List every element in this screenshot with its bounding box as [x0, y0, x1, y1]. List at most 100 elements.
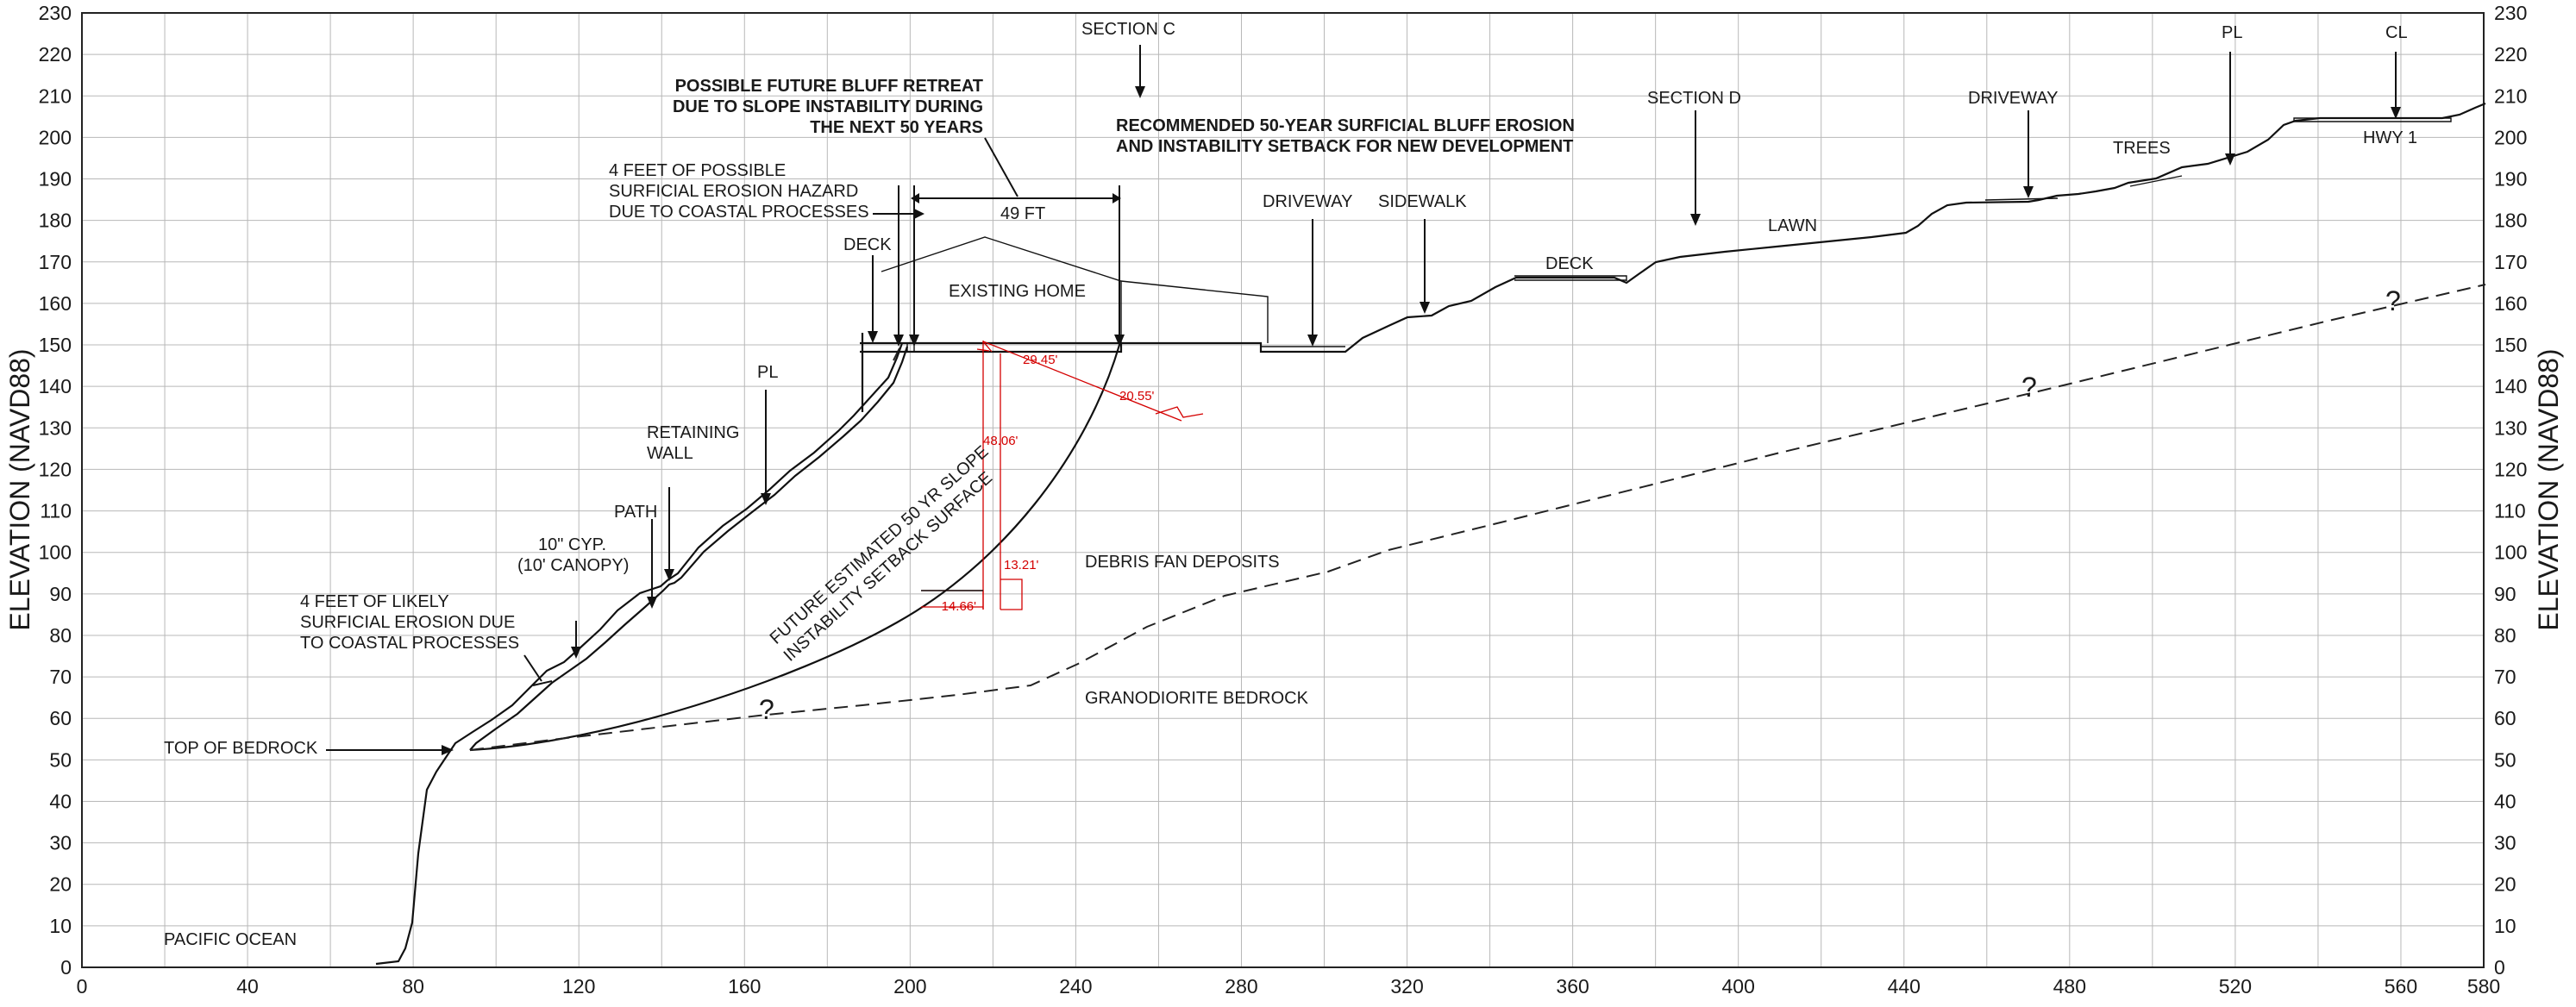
y-tick-label-left: 100	[39, 541, 72, 564]
y-tick-label-right: 10	[2494, 915, 2516, 937]
leader-arrows	[326, 45, 2401, 755]
y-tick-label-left: 190	[39, 168, 72, 191]
top-of-bedrock-label: TOP OF BEDROCK	[164, 739, 318, 758]
x-tick-label: 560	[2385, 975, 2417, 998]
property-line-left: PL	[757, 363, 778, 382]
y-tick-label-left: 160	[39, 292, 72, 315]
possible-hazard-line-1: 4 FEET OF POSSIBLE	[609, 161, 786, 180]
x-tick-label: 520	[2219, 975, 2252, 998]
y-tick-label-right: 170	[2494, 251, 2527, 273]
likely-erosion-line-2: SURFICIAL EROSION DUE	[300, 613, 515, 632]
possible-hazard-line-2: SURFICIAL EROSION HAZARD	[609, 182, 858, 201]
y-tick-label-right: 140	[2494, 375, 2527, 397]
y-tick-label-right: 190	[2494, 168, 2527, 191]
x-tick-label: 200	[893, 975, 926, 998]
y-tick-label-left: 10	[49, 915, 72, 937]
deck-posts-small	[906, 343, 915, 352]
deck-right-label: DECK	[1545, 254, 1594, 273]
likely-erosion-line-1: 4 FEET OF LIKELY	[300, 592, 449, 611]
y-tick-label-right: 200	[2494, 126, 2527, 148]
y-tick-label-left: 170	[39, 251, 72, 273]
bluff-profile-inner	[469, 346, 909, 751]
y-tick-label-right: 90	[2494, 583, 2516, 605]
y-tick-label-left: 210	[39, 84, 72, 107]
question-mark-2: ?	[2021, 372, 2037, 403]
top-of-bedrock-line	[469, 284, 2486, 751]
existing-home-label: EXISTING HOME	[949, 282, 1086, 301]
dimension-29-45: 29.45'	[1023, 353, 1058, 367]
dimension-48-06: 48.06'	[983, 434, 1018, 448]
retreat-title-line-3: THE NEXT 50 YEARS	[810, 118, 983, 137]
setback-title-line-1: RECOMMENDED 50-YEAR SURFICIAL BLUFF EROS…	[1116, 116, 1575, 135]
x-tick-label: 320	[1390, 975, 1423, 998]
y-tick-label-left: 70	[49, 666, 72, 688]
y-tick-label-left: 40	[49, 790, 72, 812]
x-tick-label: 80	[402, 975, 424, 998]
question-mark-3: ?	[2385, 285, 2401, 316]
property-line-right: PL	[2222, 23, 2242, 42]
y-tick-label-left: 120	[39, 458, 72, 480]
driveway-right-label: DRIVEWAY	[1968, 89, 2058, 108]
deck-platform	[860, 341, 1123, 353]
retaining-wall-line-1: RETAINING	[647, 423, 739, 442]
future-slope-surface	[469, 344, 1121, 752]
driveway-mid-label: DRIVEWAY	[1263, 192, 1352, 211]
deck-left-label: DECK	[843, 235, 892, 254]
y-axis-ticks-left: 0 10 20 30 40 50 60 70 80 90 100 110 120 130 140 150 160…	[39, 2, 72, 979]
x-tick-label: 440	[1888, 975, 1921, 998]
dimension-49ft: 49 FT	[1000, 204, 1045, 223]
y-tick-label-left: 180	[39, 210, 72, 232]
y-tick-label-left: 220	[39, 43, 72, 66]
y-tick-label-left: 110	[40, 500, 72, 522]
hwy1-slab	[2293, 117, 2452, 122]
y-tick-label-right: 60	[2494, 707, 2516, 729]
x-tick-label: 480	[2053, 975, 2086, 998]
y-tick-label-left: 140	[39, 375, 72, 397]
x-tick-label: 120	[562, 975, 595, 998]
bluff-profile-outer	[375, 342, 904, 966]
plot-frame	[81, 12, 2485, 968]
dimension-13-21: 13.21'	[1004, 558, 1039, 572]
y-tick-label-left: 0	[60, 956, 72, 979]
y-tick-label-right: 70	[2494, 666, 2516, 688]
y-tick-label-left: 20	[49, 873, 72, 896]
upper-ground-profile	[1121, 102, 2486, 353]
y-tick-label-right: 120	[2494, 458, 2527, 480]
y-tick-label-left: 200	[39, 126, 72, 148]
granodiorite-label: GRANODIORITE BEDROCK	[1085, 689, 1309, 708]
y-tick-label-right: 50	[2494, 748, 2516, 771]
grid	[82, 13, 2484, 967]
y-tick-label-right: 100	[2494, 541, 2527, 564]
y-tick-label-right: 20	[2494, 873, 2516, 896]
lawn-label: LAWN	[1768, 216, 1817, 235]
x-tick-label: 0	[77, 975, 88, 998]
retaining-wall-line-2: WALL	[647, 444, 693, 463]
trees-label: TREES	[2113, 139, 2171, 158]
pacific-ocean-label: PACIFIC OCEAN	[164, 930, 297, 949]
trees-slab	[2129, 175, 2183, 187]
dimension-20-55: 20.55'	[1119, 389, 1155, 403]
y-tick-label-left: 60	[49, 707, 72, 729]
y-tick-label-right: 180	[2494, 210, 2527, 232]
y-tick-label-right: 160	[2494, 292, 2527, 315]
y-tick-label-right: 230	[2494, 2, 2527, 24]
retreat-title-line-2: DUE TO SLOPE INSTABILITY DURING	[673, 97, 983, 116]
y-tick-label-left: 130	[39, 416, 72, 439]
x-tick-label: 280	[1225, 975, 1257, 998]
y-axis-ticks-right: 0 10 20 30 40 50 60 70 80 90 100 110 120 130 140 150 160…	[2494, 2, 2527, 979]
x-tick-label: 400	[1722, 975, 1755, 998]
x-tick-label: 240	[1059, 975, 1092, 998]
x-tick-label: 360	[1556, 975, 1589, 998]
x-axis-ticks: 0 40 80 120 160 200 240 280 320 360 400 440 480 520 56…	[77, 975, 2501, 998]
driveway-right-slab	[1984, 197, 2059, 201]
y-tick-label-right: 110	[2494, 500, 2526, 522]
y-tick-label-left: 230	[39, 2, 72, 24]
y-tick-label-right: 150	[2494, 334, 2527, 356]
path-label: PATH	[614, 503, 657, 522]
y-tick-label-right: 130	[2494, 416, 2527, 439]
y-tick-label-right: 210	[2494, 84, 2527, 107]
dimension-14-66: 14.66'	[942, 599, 977, 614]
y-axis-title-right: ELEVATION (NAVD88)	[2533, 348, 2564, 630]
